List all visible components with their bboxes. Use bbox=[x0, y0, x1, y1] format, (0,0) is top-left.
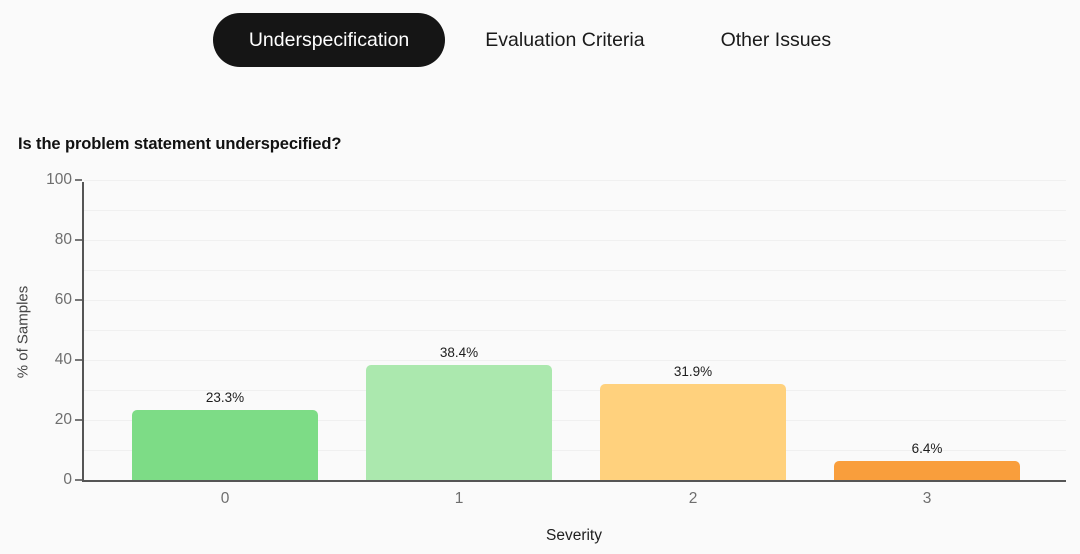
tab-other-issues[interactable]: Other Issues bbox=[685, 13, 868, 67]
bar bbox=[834, 460, 1020, 480]
gridline bbox=[84, 300, 1066, 301]
gridline bbox=[84, 420, 1066, 421]
x-axis-label: Severity bbox=[546, 527, 602, 544]
tab-evaluation-criteria[interactable]: Evaluation Criteria bbox=[449, 13, 680, 67]
gridline bbox=[84, 180, 1066, 181]
y-tick bbox=[75, 479, 82, 481]
y-tick-label: 60 bbox=[54, 291, 72, 308]
bar bbox=[600, 384, 786, 480]
y-axis-label: % of Samples bbox=[14, 285, 32, 379]
gridline bbox=[84, 450, 1066, 451]
tab-bar: Underspecification Evaluation Criteria O… bbox=[0, 13, 1080, 67]
y-tick bbox=[75, 179, 82, 181]
gridline bbox=[84, 240, 1066, 241]
gridline bbox=[84, 330, 1066, 331]
gridline bbox=[84, 390, 1066, 391]
bar-value-label: 31.9% bbox=[673, 364, 713, 380]
tab-underspecification[interactable]: Underspecification bbox=[212, 13, 446, 67]
chart-title: Is the problem statement underspecified? bbox=[18, 135, 342, 153]
y-tick-label: 0 bbox=[63, 471, 72, 488]
y-tick bbox=[75, 359, 82, 361]
gridline bbox=[84, 360, 1066, 361]
x-tick-label: 1 bbox=[454, 490, 464, 507]
bar-value-label: 23.3% bbox=[205, 390, 245, 406]
gridline bbox=[84, 270, 1066, 271]
bar bbox=[132, 410, 318, 480]
x-tick-label: 2 bbox=[688, 490, 698, 507]
y-tick bbox=[75, 419, 82, 421]
x-tick-label: 0 bbox=[220, 490, 230, 507]
y-tick-label: 20 bbox=[54, 411, 72, 428]
bar-value-label: 38.4% bbox=[439, 344, 479, 360]
bar-value-label: 6.4% bbox=[911, 440, 943, 456]
y-tick-label: 40 bbox=[54, 351, 72, 368]
bar bbox=[366, 364, 552, 480]
y-tick bbox=[75, 299, 82, 301]
gridline bbox=[84, 210, 1066, 211]
y-tick-label: 100 bbox=[46, 171, 72, 188]
plot-area: 0 20 40 60 80 100 23.3% 0 38.4% 1 31.9% 2 6.4% 3 bbox=[46, 171, 1066, 507]
y-tick bbox=[75, 239, 82, 241]
x-tick-label: 3 bbox=[922, 490, 932, 507]
y-tick-label: 80 bbox=[54, 231, 72, 248]
